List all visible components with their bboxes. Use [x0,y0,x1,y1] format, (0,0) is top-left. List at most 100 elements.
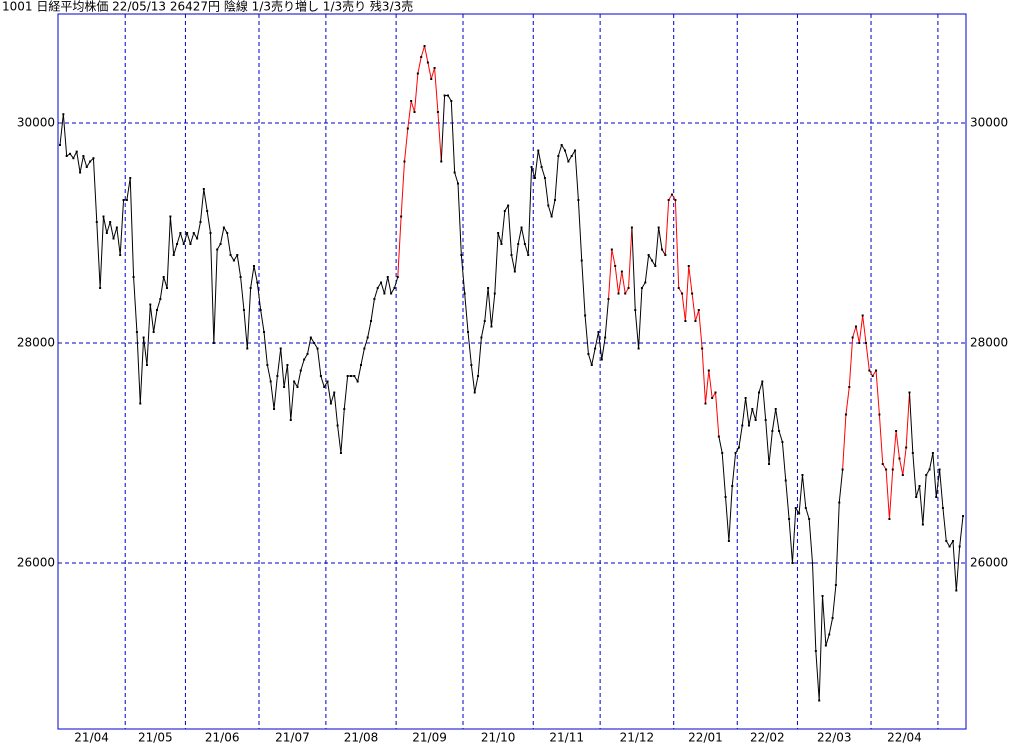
data-point [249,287,252,290]
line-segment [959,515,964,547]
line-segment [133,276,138,333]
data-point [878,413,881,416]
line-segment [206,210,211,234]
line-segment [457,183,462,256]
data-point [336,424,339,427]
data-point [487,287,490,290]
data-point [473,391,476,394]
data-point [570,155,573,158]
data-point [647,254,650,257]
line-segment [845,386,850,415]
line-segment [905,392,910,448]
line-segment [246,287,252,349]
data-point [945,540,948,543]
line-segment [557,144,563,157]
data-point [390,292,393,295]
line-segment [778,430,783,443]
line-segment [828,617,834,635]
line-segment [343,375,349,410]
data-point [513,270,516,273]
line-segment [270,381,275,410]
data-point [824,644,827,647]
line-segment [102,216,108,234]
data-point [246,347,249,350]
data-point [89,160,92,163]
line-segment [126,177,131,201]
line-segment [373,287,379,300]
line-segment [684,265,690,322]
data-point [560,144,563,147]
data-point [751,408,754,411]
line-segment [400,161,405,217]
line-segment [587,353,593,366]
data-point [848,386,851,389]
line-segment [888,469,894,520]
line-segment [564,150,569,162]
data-point [363,347,366,350]
line-segment [852,326,857,338]
data-point [259,309,262,312]
data-point [353,375,356,378]
x-tick-label: 21/07 [275,731,310,745]
line-segment [414,73,419,113]
data-point [229,254,232,257]
line-segment [500,210,506,245]
data-point [199,221,202,224]
line-segment [808,518,813,564]
line-segment [183,232,188,245]
data-point [273,408,276,411]
line-segment [801,474,807,509]
data-point [861,314,864,317]
data-point [463,292,466,295]
data-point [761,380,764,383]
line-segment [614,265,620,294]
line-segment [531,166,536,179]
line-segment [895,430,900,459]
y-tick-label: 28000 [17,336,55,350]
data-point [731,485,734,488]
line-segment [634,309,640,349]
data-point [135,331,138,334]
line-segment [159,276,165,300]
data-point [627,287,630,290]
line-segment [109,221,115,239]
data-point [517,243,520,246]
data-point [918,485,921,488]
line-segment [761,381,767,421]
data-point [858,342,861,345]
line-segment [99,216,104,289]
data-point [286,364,289,367]
x-tick-label: 22/03 [817,731,852,745]
data-point [527,254,530,257]
data-point [99,287,102,290]
data-point [958,545,961,548]
line-segment [250,265,255,289]
data-point [232,259,235,262]
line-segment [521,227,526,245]
line-segment [383,276,389,294]
data-point [356,380,359,383]
y-tick-label-right: 28000 [970,336,1008,350]
data-point [938,468,941,471]
data-point [630,226,633,229]
data-point [132,276,135,279]
data-point [707,369,710,372]
line-segment [725,496,730,542]
line-segment [317,348,322,377]
line-segment [574,150,579,201]
line-segment [330,392,335,404]
data-point [450,100,453,103]
data-point [691,292,694,295]
data-point [600,358,603,361]
line-segment [858,315,864,344]
data-point [804,507,807,510]
data-point [757,391,760,394]
data-point [316,347,319,350]
data-point [590,364,593,367]
line-segment [704,370,710,404]
data-point [323,386,326,389]
line-segment [597,331,603,360]
line-segment [514,243,519,272]
data-point [788,518,791,521]
